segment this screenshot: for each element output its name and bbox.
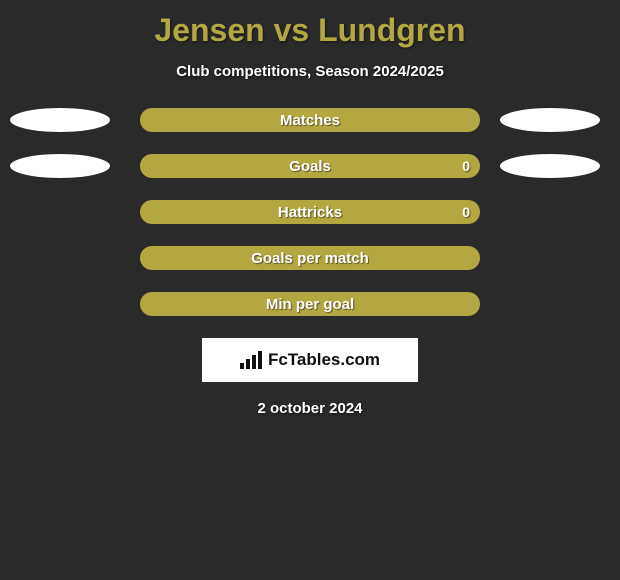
stat-rows: Matches Goals 0 Hattricks 0 Goals per ma… xyxy=(0,108,620,316)
logo-box: FcTables.com xyxy=(202,338,418,382)
stat-label: Goals per match xyxy=(251,250,369,267)
right-ellipse xyxy=(500,154,600,178)
stat-bar: Goals per match xyxy=(140,246,480,270)
left-ellipse xyxy=(10,154,110,178)
stat-label: Hattricks xyxy=(278,204,342,221)
stat-bar: Goals 0 xyxy=(140,154,480,178)
stat-label: Matches xyxy=(280,112,340,129)
right-ellipse xyxy=(500,108,600,132)
stat-label: Min per goal xyxy=(266,296,354,313)
bar-chart-icon xyxy=(240,351,262,369)
stat-bar: Min per goal xyxy=(140,292,480,316)
stat-row-goals: Goals 0 xyxy=(0,154,620,178)
stat-row-hattricks: Hattricks 0 xyxy=(0,200,620,224)
date: 2 october 2024 xyxy=(0,400,620,417)
logo: FcTables.com xyxy=(240,350,380,370)
left-ellipse xyxy=(10,108,110,132)
page-subtitle: Club competitions, Season 2024/2025 xyxy=(0,63,620,80)
stat-row-min-per-goal: Min per goal xyxy=(0,292,620,316)
page-title: Jensen vs Lundgren xyxy=(0,0,620,49)
stat-bar: Hattricks 0 xyxy=(140,200,480,224)
stat-label: Goals xyxy=(289,158,331,175)
stat-value-right: 0 xyxy=(462,204,470,220)
logo-text: FcTables.com xyxy=(268,350,380,370)
stat-row-goals-per-match: Goals per match xyxy=(0,246,620,270)
stat-bar: Matches xyxy=(140,108,480,132)
stat-row-matches: Matches xyxy=(0,108,620,132)
stat-value-right: 0 xyxy=(462,158,470,174)
